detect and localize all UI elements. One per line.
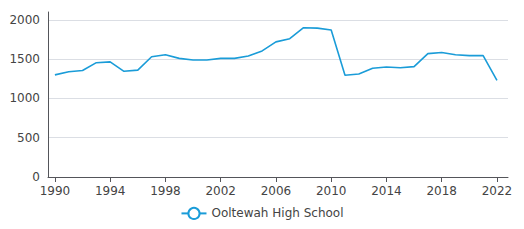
svg-text:2018: 2018 <box>426 184 457 198</box>
svg-text:2002: 2002 <box>205 184 236 198</box>
svg-text:2006: 2006 <box>261 184 292 198</box>
svg-text:500: 500 <box>17 131 40 145</box>
svg-text:2010: 2010 <box>316 184 347 198</box>
svg-text:1000: 1000 <box>9 91 40 105</box>
svg-text:1500: 1500 <box>9 52 40 66</box>
svg-text:1990: 1990 <box>40 184 71 198</box>
svg-text:2022: 2022 <box>482 184 513 198</box>
svg-text:Ooltewah High School: Ooltewah High School <box>211 206 343 220</box>
svg-text:2014: 2014 <box>371 184 402 198</box>
svg-text:1994: 1994 <box>95 184 126 198</box>
svg-text:2000: 2000 <box>9 13 40 27</box>
svg-text:0: 0 <box>32 170 40 184</box>
svg-text:1998: 1998 <box>150 184 181 198</box>
